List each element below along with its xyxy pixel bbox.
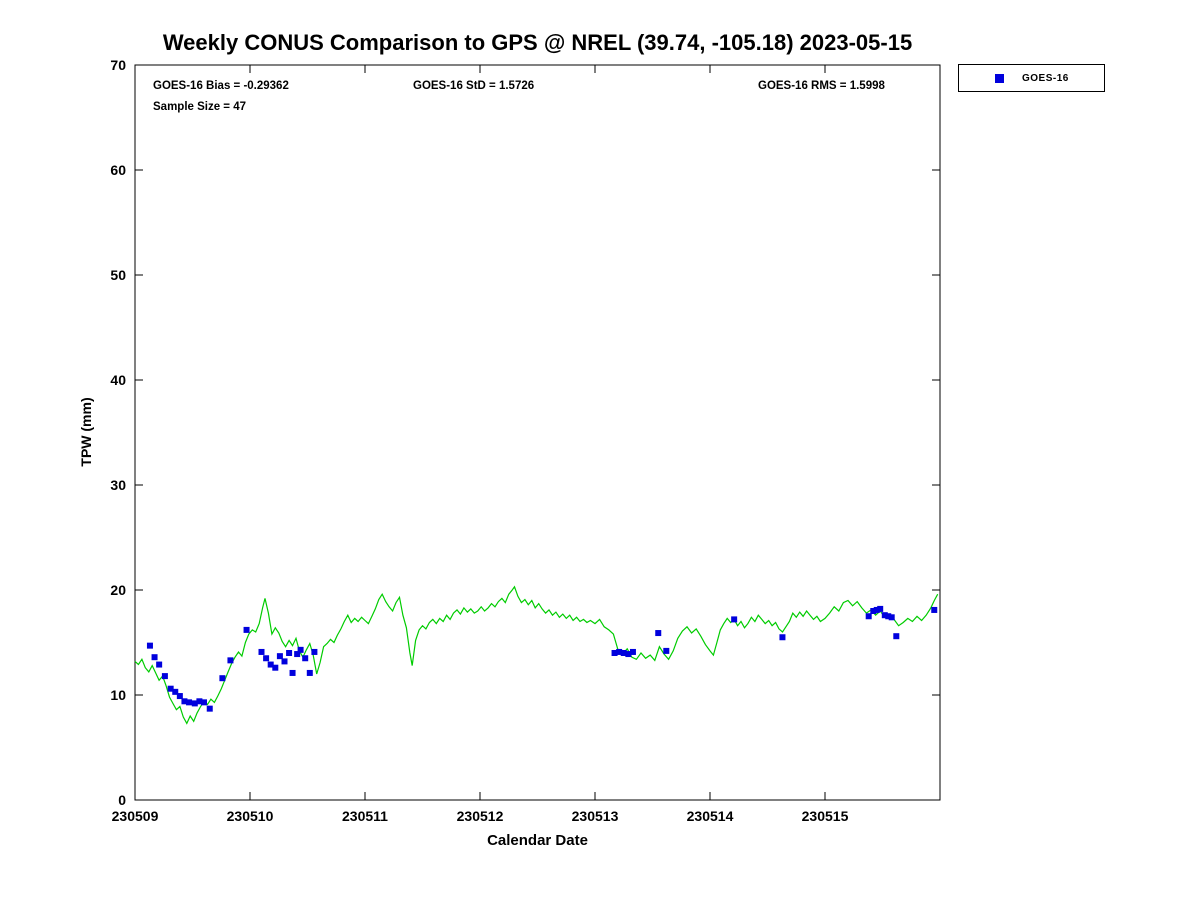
svg-text:230512: 230512 xyxy=(457,808,504,824)
svg-text:30: 30 xyxy=(110,477,126,493)
svg-text:230515: 230515 xyxy=(802,808,849,824)
legend-label: GOES-16 xyxy=(1022,72,1069,84)
stat-std: GOES-16 StD = 1.5726 xyxy=(413,80,535,92)
svg-text:10: 10 xyxy=(110,687,126,703)
svg-text:0: 0 xyxy=(118,792,126,808)
legend-marker-square-icon xyxy=(995,73,1004,83)
legend: GOES-16 xyxy=(958,64,1105,92)
stat-sample-size: Sample Size = 47 xyxy=(153,101,247,113)
svg-text:230509: 230509 xyxy=(112,808,159,824)
svg-text:20: 20 xyxy=(110,582,126,598)
svg-text:230514: 230514 xyxy=(687,808,734,824)
svg-text:230513: 230513 xyxy=(572,808,619,824)
stat-rms: GOES-16 RMS = 1.5998 xyxy=(758,80,885,92)
chart-title: Weekly CONUS Comparison to GPS @ NREL (3… xyxy=(162,30,913,55)
svg-text:230511: 230511 xyxy=(342,808,388,824)
svg-text:70: 70 xyxy=(110,57,126,73)
svg-text:60: 60 xyxy=(110,162,126,178)
stat-bias: GOES-16 Bias = -0.29362 xyxy=(153,80,289,92)
svg-text:50: 50 xyxy=(110,267,126,283)
x-axis-label: Calendar Date xyxy=(487,832,588,849)
svg-text:40: 40 xyxy=(110,372,126,388)
svg-text:230510: 230510 xyxy=(227,808,274,824)
